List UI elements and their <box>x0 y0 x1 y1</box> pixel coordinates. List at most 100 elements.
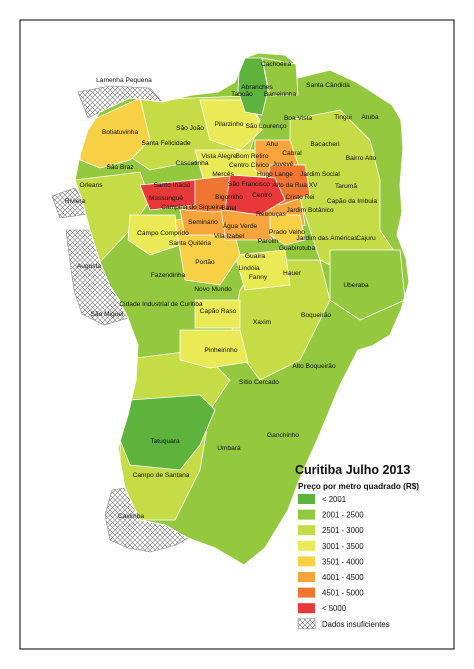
legend-label: 4001 - 4500 <box>322 573 364 582</box>
label-sao-joao: São João <box>176 125 204 132</box>
label-hugo-lange: Hugo Lange <box>257 171 293 178</box>
legend-swatch <box>298 587 315 598</box>
label-sao-miguel: São Miguel <box>91 311 125 318</box>
label-bom-retiro: Bom Retiro <box>236 153 269 160</box>
district-lindoia-fanny <box>234 249 291 291</box>
label-sao-braz: São Braz <box>106 164 133 171</box>
label-boa-vista: Boa Vista <box>284 115 312 122</box>
district-tatuquara <box>119 394 216 471</box>
label-abranches: Abranches <box>241 84 273 91</box>
city-outline <box>74 52 410 566</box>
label-campo-comprido: Campo Comprido <box>137 230 189 237</box>
label-cidade-industrial: Cidade Industrial de Curitiba <box>119 301 203 308</box>
label-caximba: Caximba <box>118 513 144 520</box>
label-fanny: Fanny <box>249 274 268 281</box>
label-juveve: Juvevê <box>273 161 294 168</box>
label-tingui: Tingui <box>334 114 352 121</box>
legend-swatch <box>298 540 315 551</box>
legend-items: < 2001 2001 - 2500 2501 - 3000 3001 - 3500 3… <box>297 494 390 630</box>
label-batel: Batel <box>221 205 237 212</box>
label-santa-quiteria: Santa Quitéria <box>169 240 211 247</box>
label-cascatinha: Cascatinha <box>176 160 209 167</box>
label-santa-candida: Santa Cândida <box>306 82 350 89</box>
label-guabirotuba: Guabirotuba <box>279 245 316 252</box>
label-santa-felicidade: Santa Felicidade <box>141 140 190 147</box>
label-bacacheri: Bacacheri <box>310 141 340 148</box>
label-barreirinha: Barreirinha <box>264 91 297 98</box>
label-taruma: Tarumã <box>335 183 357 190</box>
label-portao: Portão <box>195 259 215 266</box>
label-ahu: Ahu <box>266 141 278 148</box>
legend: Curitiba Julho 2013 Preço por metro quad… <box>295 463 419 630</box>
label-hauer: Hauer <box>283 270 302 277</box>
label-fazendinha: Fazendinha <box>151 272 186 279</box>
label-merces: Mercês <box>212 171 234 178</box>
legend-swatch <box>298 603 315 614</box>
label-augusta: Augusta <box>77 263 102 270</box>
district-pinheirinho <box>179 329 249 369</box>
legend-label: 3001 - 3500 <box>322 542 364 551</box>
label-cachoeira: Cachoeira <box>261 61 291 68</box>
label-xaxim: Xaxim <box>253 319 272 326</box>
district-mossungue <box>139 179 196 211</box>
label-mossungue: Mossunguê <box>149 195 183 202</box>
legend-swatch <box>298 525 315 536</box>
legend-label: 3501 - 4000 <box>322 557 364 566</box>
label-santo-inacio: Santo Inácio <box>154 182 191 189</box>
label-jardim-das-americas: Jardim das Américas <box>296 235 358 242</box>
label-alto-da-rua-xv: Alto da Rua XV <box>272 182 318 189</box>
label-seminario: Seminário <box>188 219 218 226</box>
label-sao-lourenco: São Lourenço <box>245 123 286 130</box>
label-capao-da-imbuia: Capão da Imbuia <box>327 198 378 205</box>
legend-swatch <box>298 572 315 582</box>
legend-label: < 2001 <box>322 495 346 504</box>
label-cabral: Cabral <box>282 150 302 157</box>
label-boqueirao: Boqueirão <box>301 312 331 319</box>
label-taboao: Taboão <box>231 91 253 98</box>
legend-subtitle: Preço por metro quadrado (R$) <box>298 482 419 491</box>
legend-swatch <box>298 494 315 504</box>
label-ganchinho: Ganchinho <box>267 432 299 439</box>
label-agua-verde: Água Verde <box>223 221 258 230</box>
label-bairro-alto: Bairro Alto <box>346 155 377 162</box>
label-jardim-botanico: Jardim Botânico <box>286 207 334 214</box>
legend-swatch <box>297 618 316 630</box>
label-atuba: Atuba <box>361 114 379 121</box>
district-centro-batel <box>224 174 286 216</box>
label-campina-do-siqueira: Campina do Siqueira <box>161 204 223 211</box>
label-vila-izabel: Vila Izabel <box>214 233 245 240</box>
label-guaira: Guaíra <box>245 253 265 260</box>
label-capao-raso: Capão Raso <box>200 308 237 315</box>
label-cajuru: Cajuru <box>356 235 376 242</box>
district-barreirinha <box>261 57 299 97</box>
label-uberaba: Uberaba <box>343 282 369 289</box>
label-centro-civico: Centro Cívico <box>229 162 269 169</box>
district-uberaba <box>329 249 406 321</box>
neighborhood-labels: Cachoeira Lamenha Pequena Abranches Tabo… <box>65 61 379 520</box>
label-sao-francisco: São Francisco <box>228 181 270 188</box>
label-tatuquara: Tatuquara <box>150 438 180 445</box>
label-prado-velho: Prado Velho <box>269 229 305 236</box>
legend-label: < 5000 <box>322 604 347 613</box>
legend-label: Dados insuficientes <box>322 620 390 629</box>
legend-swatch <box>298 556 315 567</box>
label-botiatuvinha: Botiatuvinha <box>102 129 139 136</box>
label-sitio-cercado: Sítio Cercado <box>239 379 279 386</box>
legend-label: 4501 - 5000 <box>322 589 364 598</box>
district-campo-comprido <box>127 214 181 256</box>
label-alto-boqueirao: Alto Boqueirão <box>292 363 336 370</box>
label-jardim-social: Jardim Social <box>300 171 340 178</box>
label-reboucas: Rebouças <box>256 211 286 218</box>
label-vista-alegre: Vista Alegre <box>201 153 236 160</box>
label-novo-mundo: Novo Mundo <box>194 286 232 293</box>
district-prado-velho <box>269 214 306 246</box>
district-capao-raso <box>194 299 241 329</box>
label-orleans: Orleans <box>79 182 103 189</box>
label-pinheirinho: Pinheirinho <box>205 347 238 354</box>
label-cristo-rei: Cristo Rei <box>286 194 315 201</box>
legend-swatch <box>298 509 315 520</box>
label-umbara: Umbará <box>217 445 241 452</box>
label-centro: Centro <box>252 192 272 199</box>
